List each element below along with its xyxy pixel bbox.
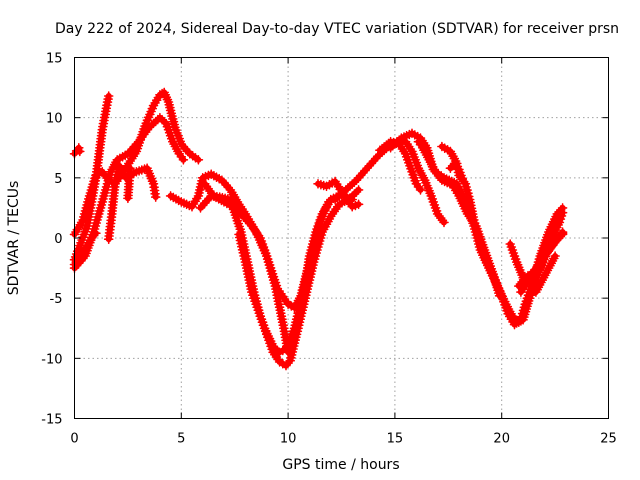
x-tick-label: 0 [70,432,78,447]
x-tick-label: 5 [177,432,185,447]
chart-title: Day 222 of 2024, Sidereal Day-to-day VTE… [55,21,619,37]
x-tick-label: 25 [600,432,617,447]
x-tick-label: 10 [280,432,297,447]
x-axis-label: GPS time / hours [282,457,399,473]
markers-track-22 [531,251,560,297]
y-tick-label: 0 [54,232,62,247]
x-tick-label: 15 [387,432,404,447]
y-tick-label: -5 [50,292,63,307]
y-tick-label: -15 [41,413,62,428]
x-tick-label: 20 [493,432,510,447]
markers-track-7 [123,163,135,204]
x-tick-labels: 0 5 10 15 20 25 [70,432,616,447]
markers-track-6 [103,161,161,244]
y-axis-label: SDTVAR / TECUs [6,181,22,296]
y-tick-label: 15 [46,52,63,67]
grid-lines [74,57,609,419]
markers-track-21 [516,228,568,297]
axis-ticks [74,57,609,419]
y-tick-label: 10 [46,112,63,127]
markers-track-11 [234,223,325,358]
markers-track-18 [445,158,469,187]
y-tick-label: -10 [41,352,62,367]
y-tick-labels: -15 -10 -5 0 5 10 15 [41,52,62,428]
y-tick-label: 5 [54,172,62,187]
